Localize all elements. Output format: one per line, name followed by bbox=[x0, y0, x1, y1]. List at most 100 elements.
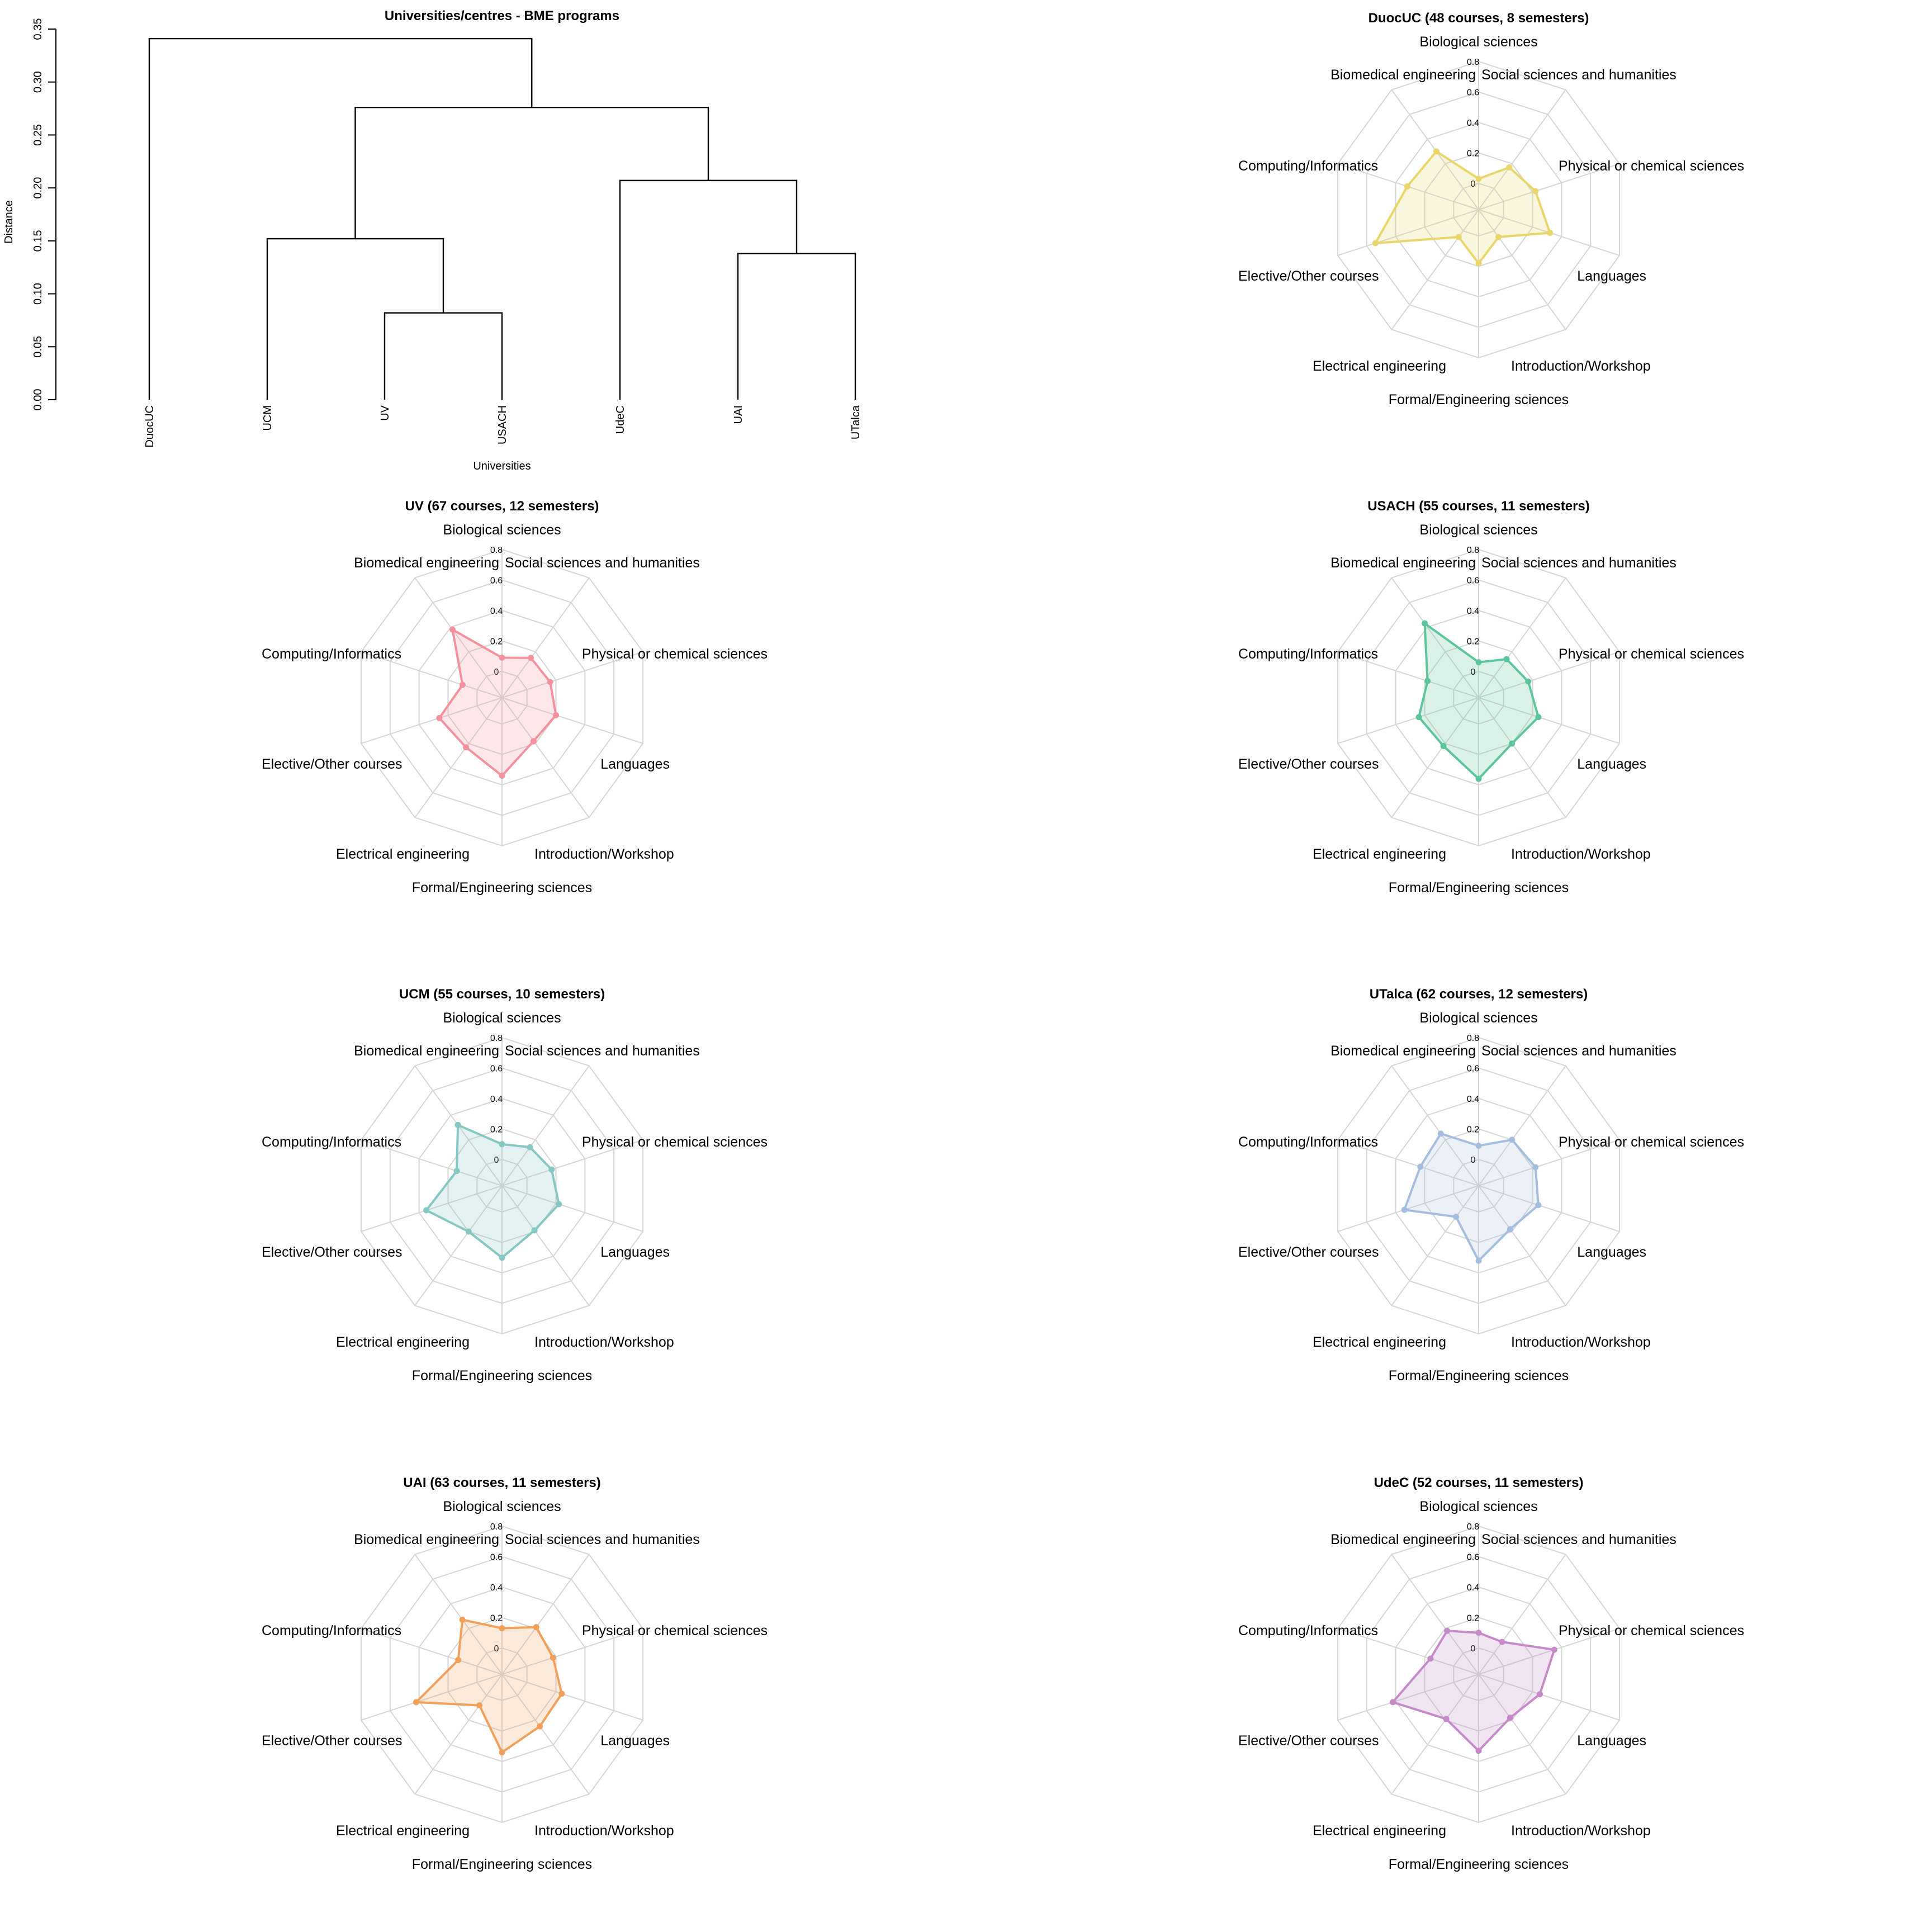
leaf-label: USACH bbox=[496, 405, 509, 444]
radar-data-point bbox=[1475, 775, 1482, 782]
radar-category-label: Biological sciences bbox=[1419, 522, 1537, 538]
y-tick-label: 0.20 bbox=[32, 177, 44, 199]
radar-category-label: Electrical engineering bbox=[336, 1334, 470, 1350]
radar-category-label: Biomedical engineering bbox=[1330, 555, 1476, 571]
radar-data-point bbox=[1433, 148, 1439, 155]
radar-category-label: Introduction/Workshop bbox=[1511, 1334, 1651, 1350]
radar-spoke bbox=[414, 1674, 503, 1794]
radar-data-point bbox=[1475, 176, 1482, 182]
radar-panel-2: UV (67 courses, 12 semesters) 0 0.2 0.4 0.6 0… bbox=[262, 499, 768, 896]
radar-category-label: Formal/Engineering sciences bbox=[1389, 880, 1569, 896]
radar-category-label: Biological sciences bbox=[443, 1499, 561, 1514]
radar-data-point bbox=[499, 1141, 505, 1148]
x-axis-label: Universities bbox=[473, 460, 531, 472]
radar-spoke bbox=[1337, 1139, 1479, 1186]
radar-category-label: Introduction/Workshop bbox=[1511, 358, 1651, 374]
radar-spoke bbox=[1337, 1674, 1479, 1721]
radar-tick-label: 0.8 bbox=[1467, 58, 1479, 67]
radar-category-label: Languages bbox=[1577, 1733, 1646, 1749]
radar-data-point bbox=[1443, 1716, 1450, 1722]
radar-spoke bbox=[1478, 577, 1566, 698]
dendrogram-link bbox=[383, 312, 503, 400]
radar-tick-label: 0.8 bbox=[1467, 1034, 1479, 1043]
y-tick-label: 0.15 bbox=[32, 230, 44, 252]
radar-tick-label: 0.6 bbox=[1467, 1064, 1479, 1074]
radar-data-point bbox=[1495, 234, 1502, 240]
dendrogram-link bbox=[354, 106, 709, 239]
radar-data-point bbox=[459, 681, 466, 688]
radar-category-label: Biomedical engineering bbox=[1330, 1532, 1476, 1547]
radar-data-point bbox=[528, 655, 534, 661]
radar-tick-label: 0.8 bbox=[490, 546, 503, 555]
radar-data-point bbox=[1475, 1257, 1482, 1264]
y-tick-label: 0.05 bbox=[32, 336, 44, 358]
radar-data-point bbox=[455, 1657, 462, 1664]
radar-data-point bbox=[1535, 1202, 1542, 1209]
radar-spoke bbox=[501, 1554, 590, 1675]
radar-category-label: Physical or chemical sciences bbox=[582, 646, 768, 662]
radar-data-point bbox=[1507, 1715, 1513, 1721]
radar-data-point bbox=[558, 1690, 565, 1697]
radar-spoke bbox=[1478, 697, 1566, 818]
radar-category-label: Formal/Engineering sciences bbox=[1389, 1857, 1569, 1872]
radar-category-label: Languages bbox=[600, 756, 670, 772]
radar-spoke bbox=[1478, 1628, 1620, 1675]
radar-category-label: Languages bbox=[600, 1733, 670, 1749]
radar-spoke bbox=[501, 1139, 643, 1186]
radar-category-label: Formal/Engineering sciences bbox=[1389, 1368, 1569, 1384]
radar-tick-label: 0 bbox=[494, 1644, 499, 1654]
radar-spoke bbox=[1337, 697, 1479, 744]
radar-series-area bbox=[415, 1618, 563, 1754]
radar-category-label: Elective/Other courses bbox=[262, 1733, 402, 1749]
radar-series-area bbox=[438, 628, 557, 777]
radar-data-point bbox=[1424, 678, 1431, 684]
radar-spoke bbox=[1391, 577, 1479, 698]
radar-data-point bbox=[533, 1624, 539, 1631]
radar-category-label: Computing/Informatics bbox=[1238, 158, 1378, 174]
radar-category-label: Biological sciences bbox=[443, 1010, 561, 1026]
radar-category-label: Introduction/Workshop bbox=[1511, 846, 1651, 862]
radar-spoke bbox=[1478, 1674, 1566, 1794]
radar-data-point bbox=[1506, 164, 1513, 171]
radar-data-point bbox=[1551, 1646, 1557, 1653]
radar-category-label: Languages bbox=[1577, 756, 1646, 772]
radar-data-point bbox=[1427, 1655, 1434, 1662]
radar-data-point bbox=[1509, 740, 1516, 747]
radar-data-point bbox=[1532, 188, 1539, 195]
radar-spoke bbox=[414, 1554, 503, 1675]
radar-data-point bbox=[1475, 1748, 1482, 1754]
radar-category-label: Biological sciences bbox=[1419, 34, 1537, 50]
radar-data-point bbox=[527, 1144, 533, 1150]
radar-category-label: Electrical engineering bbox=[336, 1823, 470, 1839]
radar-category-label: Elective/Other courses bbox=[262, 756, 402, 772]
radar-tick-label: 0.8 bbox=[1467, 1522, 1479, 1532]
radar-spoke bbox=[501, 1185, 590, 1306]
radar-category-label: Physical or chemical sciences bbox=[1559, 646, 1744, 662]
radar-spoke bbox=[1478, 651, 1620, 698]
radar-category-label: Social sciences and humanities bbox=[1481, 1043, 1677, 1059]
radar-data-point bbox=[463, 744, 470, 751]
radar-spoke bbox=[414, 577, 503, 698]
radar-data-point bbox=[1499, 1639, 1505, 1645]
radar-spoke bbox=[1391, 1185, 1479, 1306]
radar-tick-label: 0.2 bbox=[490, 1125, 503, 1135]
radar-category-label: Social sciences and humanities bbox=[1481, 555, 1677, 571]
radar-tick-label: 0.2 bbox=[490, 637, 503, 647]
radar-data-point bbox=[499, 1254, 505, 1261]
radar-spoke bbox=[501, 651, 643, 698]
radar-data-point bbox=[553, 712, 560, 718]
radar-spoke bbox=[361, 697, 503, 744]
radar-data-point bbox=[548, 1166, 555, 1173]
leaf-label: UTalca bbox=[850, 405, 862, 439]
radar-data-point bbox=[1535, 714, 1542, 721]
radar-data-point bbox=[499, 1749, 505, 1756]
dendrogram-panel: Universities/centres - BME programs 0.00 0… bbox=[3, 8, 862, 472]
radar-category-label: Computing/Informatics bbox=[1238, 646, 1378, 662]
radar-data-point bbox=[465, 1228, 472, 1235]
radar-panel-1: DuocUC (48 courses, 8 semesters) 0 0.2 0.4 0… bbox=[1238, 11, 1744, 408]
radar-tick-label: 0.6 bbox=[490, 1553, 503, 1562]
radar-category-label: Biomedical engineering bbox=[354, 1532, 499, 1547]
radar-data-point bbox=[530, 738, 537, 745]
radar-data-point bbox=[1475, 260, 1482, 267]
